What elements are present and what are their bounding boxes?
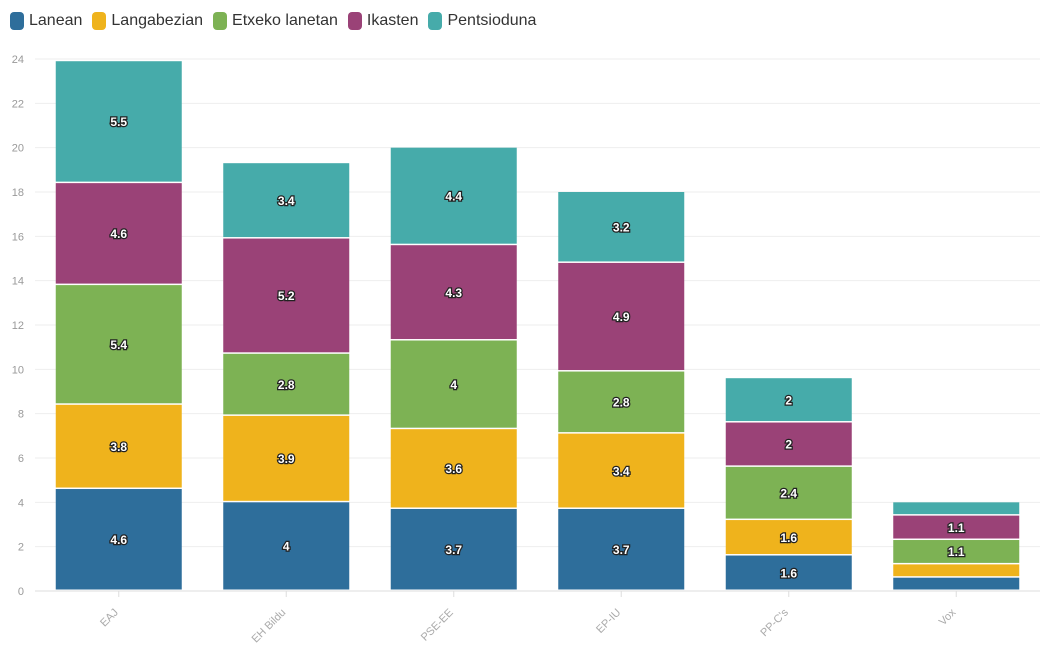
bar-segment: [223, 163, 350, 238]
bar-segment: [390, 429, 517, 508]
bar-segment: [725, 466, 852, 519]
legend-label: Etxeko lanetan: [232, 12, 338, 29]
bar-segment: [893, 577, 1020, 590]
legend-swatch: [347, 12, 362, 30]
bar-segment: [893, 515, 1020, 539]
legend-item[interactable]: Ikasten: [347, 12, 419, 30]
bar-segment: [390, 340, 517, 428]
bar-segment: [55, 489, 182, 590]
bar-segment: [558, 262, 685, 371]
y-tick-label: 22: [12, 98, 24, 110]
y-tick-label: 6: [18, 453, 24, 465]
bar-segment: [55, 404, 182, 488]
legend-item[interactable]: Lanean: [10, 12, 82, 30]
legend-item[interactable]: Pentsioduna: [428, 12, 536, 30]
legend-swatch: [428, 12, 443, 30]
bar-segment: [893, 564, 1020, 577]
legend-label: Langabezian: [111, 12, 204, 29]
data-label: 5.4: [110, 338, 127, 352]
bar-segment: [558, 433, 685, 508]
y-tick-label: 4: [18, 497, 24, 509]
data-label: 2: [785, 438, 792, 452]
data-label: 1.6: [780, 566, 797, 580]
data-label: 1.6: [780, 531, 797, 545]
legend-swatch: [10, 12, 24, 30]
y-tick-label: 14: [12, 276, 24, 288]
data-label: 5.2: [278, 289, 295, 303]
bar-segment: [223, 353, 350, 415]
legend-label: Pentsioduna: [447, 12, 537, 29]
y-tick-label: 24: [12, 54, 24, 66]
data-label: 1.1: [948, 545, 965, 559]
bar-segment: [223, 238, 350, 353]
x-tick-label: EAJ: [98, 607, 121, 630]
x-tick-label: EP-IU: [594, 607, 623, 636]
y-tick-label: 0: [18, 586, 24, 598]
data-label: 3.7: [613, 543, 630, 557]
y-tick-label: 8: [18, 409, 24, 421]
data-label: 3.8: [110, 440, 127, 454]
data-label: 2: [785, 393, 792, 407]
bar-segment: [390, 245, 517, 340]
bar-segment: [725, 520, 852, 555]
data-label: 4.6: [110, 533, 127, 547]
y-tick-label: 18: [12, 187, 24, 199]
data-label: 3.9: [278, 452, 295, 466]
y-tick-label: 16: [12, 231, 24, 243]
data-label: 4.3: [445, 286, 462, 300]
x-tick-label: PSE-EE: [419, 607, 456, 644]
bar-segment: [725, 378, 852, 422]
legend-label: Ikasten: [366, 12, 419, 29]
bar-segment: [558, 508, 685, 590]
legend: Lanean Langabezian Etxeko lanetan Ikasten Pe…: [10, 12, 536, 30]
data-label: 3.4: [278, 194, 295, 208]
data-label: 2.8: [278, 378, 295, 392]
y-tick-label: 2: [18, 542, 24, 554]
legend-swatch: [213, 12, 228, 30]
data-label: 4: [283, 540, 290, 554]
bar-segment: [390, 508, 517, 590]
bar-segment: [55, 285, 182, 404]
data-label: 4: [450, 378, 457, 392]
data-label: 1.1: [948, 521, 965, 535]
data-label: 4.9: [613, 310, 630, 324]
x-tick-label: Vox: [937, 606, 959, 628]
bar-segment: [223, 502, 350, 590]
bar-segment: [558, 371, 685, 433]
bar-segment: [558, 192, 685, 262]
bar-segment: [725, 555, 852, 590]
data-label: 2.8: [613, 396, 630, 410]
y-tick-label: 20: [12, 143, 24, 155]
legend-item[interactable]: Etxeko lanetan: [213, 12, 338, 30]
bar-segment: [223, 415, 350, 501]
y-tick-label: 12: [12, 320, 24, 332]
x-tick-label: PP-C's: [758, 606, 791, 639]
legend-swatch: [92, 12, 107, 30]
legend-label: Lanean: [29, 12, 83, 29]
data-label: 2.4: [780, 486, 797, 500]
data-label: 3.6: [445, 462, 462, 476]
y-tick-label: 10: [12, 364, 24, 376]
data-label: 4.4: [445, 189, 462, 203]
bar-segment: [893, 540, 1020, 563]
bar-segment: [55, 183, 182, 284]
data-label: 3.2: [613, 220, 630, 234]
data-label: 4.6: [110, 227, 127, 241]
data-label: 5.5: [110, 115, 127, 129]
legend-item[interactable]: Langabezian: [92, 12, 203, 30]
bar-segment: [55, 61, 182, 182]
bar-segment: [390, 147, 517, 244]
data-label: 3.4: [613, 464, 630, 478]
x-tick-label: EH Bildu: [250, 607, 289, 646]
bar-segment: [893, 502, 1020, 515]
data-label: 3.7: [445, 543, 462, 557]
bar-segment: [725, 422, 852, 466]
